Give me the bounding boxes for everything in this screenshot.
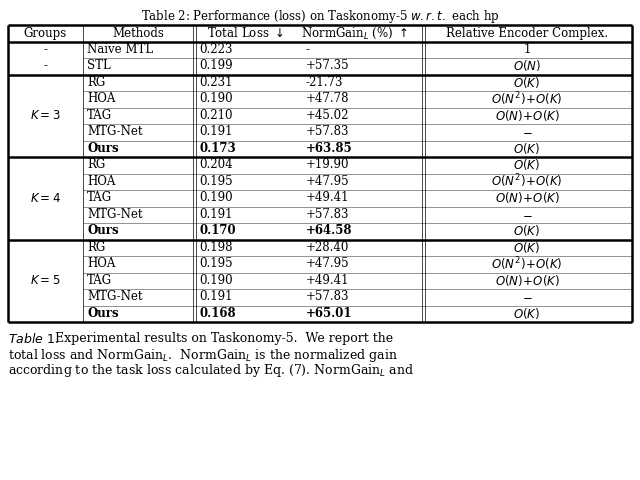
Text: $\mathit{Table\ 1.}$: $\mathit{Table\ 1.}$ <box>8 332 59 346</box>
Text: 0.231: 0.231 <box>199 76 232 89</box>
Text: $O(N^2)\!+\!O(K)$: $O(N^2)\!+\!O(K)$ <box>492 90 563 108</box>
Text: +64.58: +64.58 <box>306 224 353 237</box>
Text: $O(N)\!+\!O(K)$: $O(N)\!+\!O(K)$ <box>495 273 559 288</box>
Text: RG: RG <box>87 241 105 254</box>
Text: Groups: Groups <box>24 27 67 40</box>
Text: Experimental results on Taskonomy-5.  We report the: Experimental results on Taskonomy-5. We … <box>51 332 393 345</box>
Text: +49.41: +49.41 <box>306 191 349 204</box>
Text: -: - <box>306 43 310 56</box>
Text: +28.40: +28.40 <box>306 241 349 254</box>
Text: $K = 4$: $K = 4$ <box>30 192 61 205</box>
Text: Table 2: Performance (loss) on Taskonomy-5 $\mathit{w.r.t.}$ each hp: Table 2: Performance (loss) on Taskonomy… <box>141 8 499 25</box>
Text: +47.95: +47.95 <box>306 257 349 270</box>
Text: RG: RG <box>87 76 105 89</box>
Text: 0.195: 0.195 <box>199 257 232 270</box>
Text: HOA: HOA <box>87 257 115 270</box>
Text: $O(K)$: $O(K)$ <box>513 157 541 172</box>
Text: $O(N^2)\!+\!O(K)$: $O(N^2)\!+\!O(K)$ <box>492 255 563 273</box>
Text: -: - <box>44 43 47 56</box>
Text: +63.85: +63.85 <box>306 142 353 155</box>
Text: +65.01: +65.01 <box>306 307 353 320</box>
Text: 0.195: 0.195 <box>199 175 232 188</box>
Text: MTG-Net: MTG-Net <box>87 208 143 221</box>
Text: HOA: HOA <box>87 175 115 188</box>
Text: TAG: TAG <box>87 191 112 204</box>
Text: -: - <box>44 59 47 72</box>
Text: total loss and NormGain$_L$.  NormGain$_L$ is the normalized gain: total loss and NormGain$_L$. NormGain$_L… <box>8 347 397 364</box>
Text: 0.190: 0.190 <box>199 92 232 105</box>
Text: RG: RG <box>87 158 105 171</box>
Text: 0.223: 0.223 <box>199 43 232 56</box>
Text: Naive MTL: Naive MTL <box>87 43 153 56</box>
Text: $O(N)\!+\!O(K)$: $O(N)\!+\!O(K)$ <box>495 108 559 123</box>
Text: according to the task loss calculated by Eq. (7). NormGain$_L$ and: according to the task loss calculated by… <box>8 362 414 379</box>
Text: +57.83: +57.83 <box>306 125 349 138</box>
Text: 0.190: 0.190 <box>199 274 232 287</box>
Text: $O(K)$: $O(K)$ <box>513 75 541 90</box>
Text: 0.191: 0.191 <box>199 125 232 138</box>
Text: MTG-Net: MTG-Net <box>87 290 143 303</box>
Text: $K = 3$: $K = 3$ <box>30 109 61 122</box>
Text: Ours: Ours <box>87 224 118 237</box>
Text: 0.204: 0.204 <box>199 158 232 171</box>
Text: 0.198: 0.198 <box>199 241 232 254</box>
Text: 0.199: 0.199 <box>199 59 232 72</box>
Text: +57.83: +57.83 <box>306 208 349 221</box>
Text: +19.90: +19.90 <box>306 158 349 171</box>
Text: HOA: HOA <box>87 92 115 105</box>
Text: Total Loss $\downarrow$    NormGain$_L$ (%) $\uparrow$: Total Loss $\downarrow$ NormGain$_L$ (%)… <box>207 25 408 41</box>
Text: $O(N)$: $O(N)$ <box>513 58 541 73</box>
Text: $-$: $-$ <box>522 125 532 138</box>
Text: 0.170: 0.170 <box>199 224 236 237</box>
Text: $O(K)$: $O(K)$ <box>513 223 541 238</box>
Text: +47.78: +47.78 <box>306 92 349 105</box>
Text: 0.191: 0.191 <box>199 290 232 303</box>
Text: TAG: TAG <box>87 274 112 287</box>
Text: -21.73: -21.73 <box>306 76 344 89</box>
Text: +47.95: +47.95 <box>306 175 349 188</box>
Text: Methods: Methods <box>112 27 164 40</box>
Text: $-$: $-$ <box>522 290 532 303</box>
Text: +57.83: +57.83 <box>306 290 349 303</box>
Text: 0.173: 0.173 <box>199 142 236 155</box>
Text: 0.210: 0.210 <box>199 109 232 122</box>
Text: $K = 5$: $K = 5$ <box>30 274 61 287</box>
Text: Ours: Ours <box>87 142 118 155</box>
Text: $O(N)\!+\!O(K)$: $O(N)\!+\!O(K)$ <box>495 190 559 205</box>
Text: $O(K)$: $O(K)$ <box>513 240 541 255</box>
Text: +45.02: +45.02 <box>306 109 349 122</box>
Text: TAG: TAG <box>87 109 112 122</box>
Text: $O(N^2)\!+\!O(K)$: $O(N^2)\!+\!O(K)$ <box>492 172 563 190</box>
Text: $-$: $-$ <box>522 208 532 221</box>
Text: 0.168: 0.168 <box>199 307 236 320</box>
Text: Ours: Ours <box>87 307 118 320</box>
Text: Relative Encoder Complex.: Relative Encoder Complex. <box>446 27 608 40</box>
Text: STL: STL <box>87 59 111 72</box>
Text: 0.190: 0.190 <box>199 191 232 204</box>
Text: 1: 1 <box>524 43 531 56</box>
Text: +57.35: +57.35 <box>306 59 349 72</box>
Text: MTG-Net: MTG-Net <box>87 125 143 138</box>
Text: $O(K)$: $O(K)$ <box>513 141 541 156</box>
Text: 0.191: 0.191 <box>199 208 232 221</box>
Text: $O(K)$: $O(K)$ <box>513 306 541 321</box>
Text: +49.41: +49.41 <box>306 274 349 287</box>
